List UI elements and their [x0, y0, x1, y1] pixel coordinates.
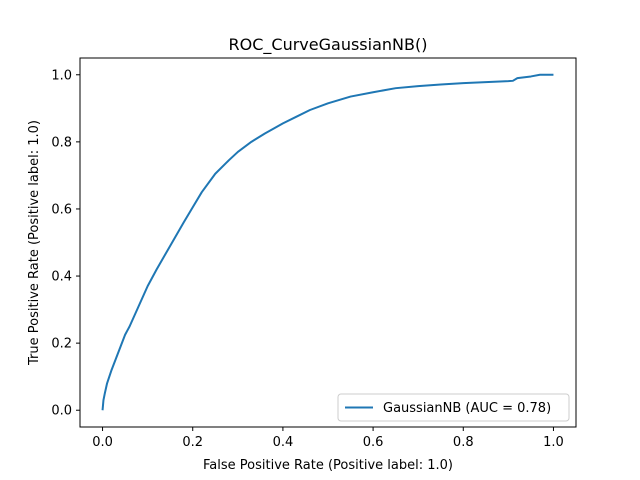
x-tick-label: 0.6	[363, 435, 384, 450]
legend-label: GaussianNB (AUC = 0.78)	[383, 401, 551, 416]
y-tick-label: 0.4	[51, 270, 72, 285]
x-tick-label: 0.4	[273, 435, 294, 450]
y-tick-label: 1.0	[51, 68, 72, 83]
x-tick-label: 0.8	[453, 435, 474, 450]
y-tick-label: 0.8	[51, 135, 72, 150]
x-tick-label: 0.2	[182, 435, 203, 450]
y-axis: 0.0 0.2 0.4 0.6 0.8 1.0	[51, 68, 80, 419]
chart-title: ROC_CurveGaussianNB()	[229, 35, 428, 55]
legend: GaussianNB (AUC = 0.78)	[337, 393, 570, 422]
y-tick-label: 0.2	[51, 337, 72, 352]
y-tick-label: 0.0	[51, 404, 72, 419]
y-tick-label: 0.6	[51, 202, 72, 217]
x-tick-label: 1.0	[543, 435, 564, 450]
y-axis-label: True Positive Rate (Positive label: 1.0)	[27, 120, 42, 366]
x-axis: 0.0 0.2 0.4 0.6 0.8 1.0	[92, 427, 564, 450]
axes-frame	[79, 57, 577, 428]
roc-curve-line	[101, 73, 554, 411]
x-axis-label: False Positive Rate (Positive label: 1.0…	[203, 458, 453, 473]
plot-area	[101, 73, 554, 411]
legend-box	[337, 393, 570, 422]
x-tick-label: 0.0	[92, 435, 113, 450]
